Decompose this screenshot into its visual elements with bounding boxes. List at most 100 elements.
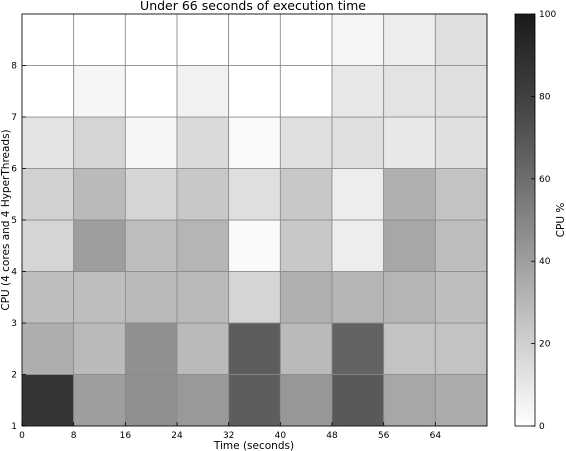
heatmap-cell: [228, 168, 281, 221]
heatmap-cell: [73, 65, 126, 118]
heatmap-cell: [279, 271, 333, 324]
heatmap-cell: [124, 13, 178, 66]
colorbar-label: CPU %: [555, 203, 566, 238]
heatmap-cell: [176, 13, 230, 66]
y-tick-label: 8: [11, 62, 17, 72]
colorbar-tick-label: 40: [539, 257, 551, 267]
x-tick-label: 48: [326, 431, 338, 441]
x-tick-label: 64: [430, 431, 442, 441]
heatmap-cell: [331, 322, 385, 375]
y-tick-label: 1: [11, 422, 17, 432]
heatmap-cell: [228, 65, 281, 118]
heatmap-cell: [279, 65, 333, 118]
heatmap-cell: [21, 65, 75, 118]
heatmap-cell: [434, 116, 488, 169]
heatmap-cell: [124, 116, 178, 169]
y-axis-ticks: 1 2 3 4 5 6 7 8: [11, 62, 26, 432]
heatmap-cell: [228, 219, 281, 272]
heatmap-cell: [73, 322, 126, 375]
heatmap-cell: [331, 65, 385, 118]
heatmap-cell: [21, 219, 75, 272]
heatmap-cell: [124, 168, 178, 221]
heatmap-cell: [383, 65, 436, 118]
heatmap-cell: [176, 219, 230, 272]
x-tick-label: 24: [171, 431, 183, 441]
heatmap-cell: [124, 219, 178, 272]
y-tick-label: 5: [11, 216, 17, 226]
heatmap-cell: [73, 271, 126, 324]
x-tick-label: 40: [275, 431, 287, 441]
heatmap-cell: [383, 374, 436, 427]
heatmap-cell: [434, 322, 488, 375]
heatmap-cell: [383, 219, 436, 272]
x-axis-label: Time (seconds): [213, 440, 294, 451]
heatmap-cell: [434, 219, 488, 272]
heatmap-cell: [279, 168, 333, 221]
x-tick-label: 8: [71, 431, 77, 441]
heatmap-cell: [73, 168, 126, 221]
colorbar: [514, 13, 536, 427]
colorbar-tick-label: 100: [539, 10, 556, 20]
heatmap-cell: [279, 322, 333, 375]
heatmap-cell: [124, 322, 178, 375]
heatmap-cell: [228, 13, 281, 66]
heatmap-cell: [21, 168, 75, 221]
y-tick-label: 2: [11, 371, 17, 381]
heatmap-cell: [21, 116, 75, 169]
heatmap-cell: [124, 374, 178, 427]
heatmap-cell: [434, 271, 488, 324]
heatmap-cell: [176, 374, 230, 427]
heatmap-cell: [383, 116, 436, 169]
x-tick-label: 16: [120, 431, 132, 441]
heatmap-cells: [21, 13, 488, 427]
heatmap-cell: [383, 13, 436, 66]
heatmap-cell: [228, 322, 281, 375]
chart-title: Under 66 seconds of execution time: [140, 0, 366, 13]
y-tick-label: 3: [11, 319, 17, 329]
heatmap-cell: [279, 374, 333, 427]
heatmap-cell: [176, 116, 230, 169]
heatmap-cell: [73, 116, 126, 169]
heatmap-cell: [228, 374, 281, 427]
heatmap-cell: [434, 374, 488, 427]
colorbar-tick-label: 0: [539, 422, 545, 432]
y-axis-label: CPU (4 cores and 4 HyperThreads): [0, 129, 12, 310]
x-tick-label: 32: [223, 431, 234, 441]
colorbar-tick-label: 20: [539, 340, 551, 350]
heatmap-cell: [21, 374, 75, 427]
heatmap-cell: [124, 271, 178, 324]
heatmap-cell: [383, 271, 436, 324]
heatmap-cell: [279, 13, 333, 66]
colorbar-tick-label: 60: [539, 175, 551, 185]
heatmap-cell: [331, 271, 385, 324]
heatmap-cell: [383, 168, 436, 221]
y-tick-label: 7: [11, 113, 17, 123]
heatmap-cell: [21, 271, 75, 324]
heatmap-cell: [176, 168, 230, 221]
colorbar-tick-label: 80: [539, 92, 551, 102]
x-tick-label: 56: [378, 431, 390, 441]
x-axis-ticks: 0 8 16 24 32 40 48 56 64: [19, 422, 441, 441]
heatmap-cell: [331, 13, 385, 66]
heatmap-cell: [176, 322, 230, 375]
heatmap-cell: [331, 219, 385, 272]
heatmap-cell: [228, 271, 281, 324]
heatmap-cell: [228, 116, 281, 169]
heatmap-cell: [124, 65, 178, 118]
heatmap-cell: [279, 116, 333, 169]
heatmap-cell: [331, 168, 385, 221]
colorbar-ticks: 0 20 40 60 80 100: [531, 10, 556, 432]
heatmap-cell: [434, 13, 488, 66]
heatmap-cell: [73, 219, 126, 272]
y-tick-label: 4: [11, 268, 17, 278]
x-tick-label: 0: [19, 431, 25, 441]
heatmap-cell: [331, 116, 385, 169]
heatmap-cell: [434, 65, 488, 118]
heatmap-cell: [73, 374, 126, 427]
heatmap-cell: [176, 65, 230, 118]
heatmap-cell: [176, 271, 230, 324]
heatmap-cell: [383, 322, 436, 375]
heatmap-cell: [21, 322, 75, 375]
y-tick-label: 6: [11, 165, 17, 175]
